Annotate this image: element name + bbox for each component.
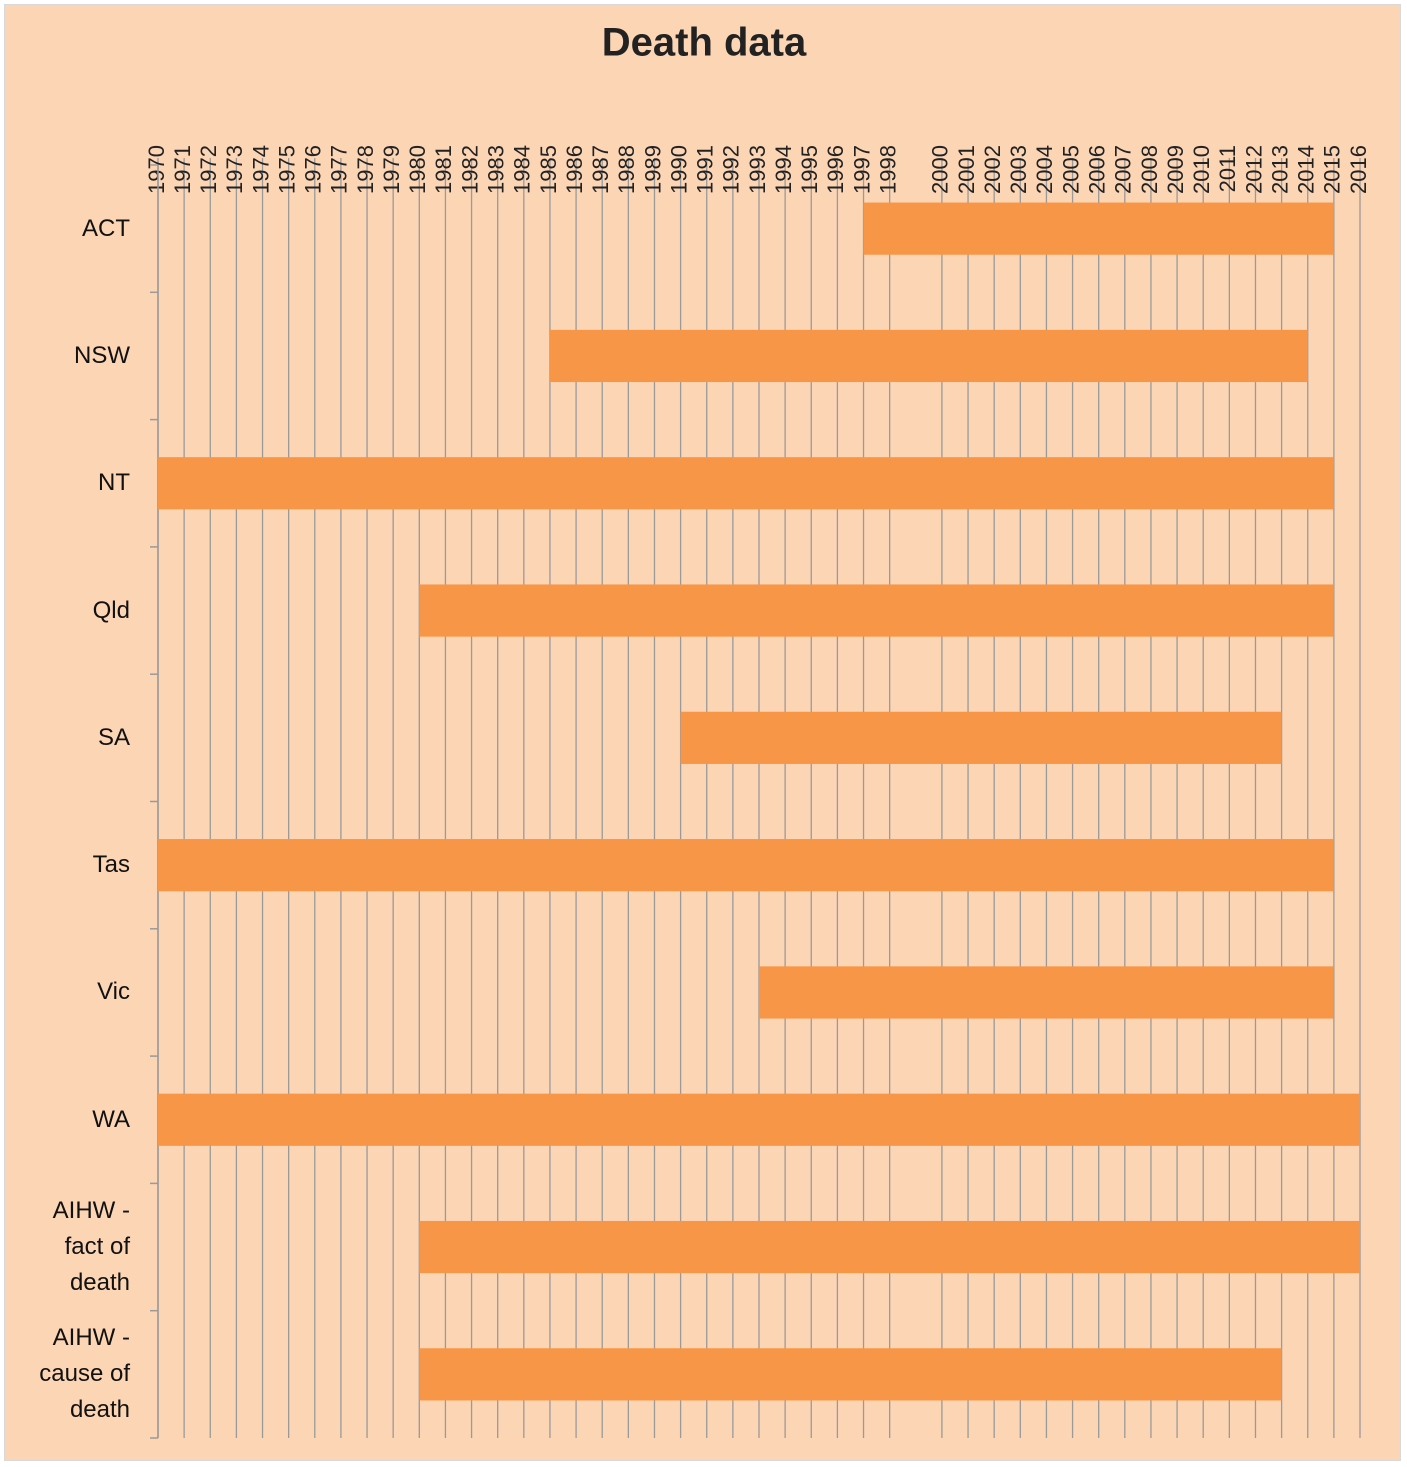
x-tick-label: 1988 [614,145,639,194]
x-tick-label: 1989 [640,145,665,194]
x-tick-label: 1985 [536,145,561,194]
x-tick-label: 1983 [484,145,509,194]
bar [863,202,1334,255]
bar [158,1093,1360,1146]
x-tick-label: 1987 [588,145,613,194]
y-tick-label: NSW [74,341,130,369]
x-tick-label: 2008 [1137,145,1162,194]
x-tick-label: 2012 [1241,145,1266,194]
x-tick-label: 1981 [431,145,456,194]
x-tick-label: 2003 [1006,145,1031,194]
x-tick-label: 1994 [771,145,796,194]
x-tick-label: 1992 [719,145,744,194]
x-tick-label: 1996 [823,145,848,194]
x-tick-label: 1971 [170,145,195,194]
x-tick-label: 2011 [1215,145,1240,192]
x-tick-label: 1986 [562,145,587,194]
y-tick-label: WA [92,1105,130,1133]
x-tick-label: 1980 [405,145,430,194]
x-tick-label: 2001 [954,145,979,194]
y-tick-label: AIHW - cause of death [39,1324,130,1424]
y-tick-label: Qld [92,596,130,624]
x-tick-label: 1976 [301,145,326,194]
y-tick-label: Tas [92,851,130,879]
x-tick-label: 1979 [379,145,404,194]
x-tick-label: 1984 [510,145,535,194]
bar [158,457,1334,510]
x-tick-label: 2002 [980,145,1005,194]
y-tick-label: SA [97,723,130,751]
x-tick-label: 1991 [693,145,718,194]
x-tick-label: 2015 [1320,145,1345,194]
bar [680,711,1282,764]
bar [549,329,1308,383]
x-tick-label: 1997 [849,145,874,194]
y-tick-label: ACT [82,214,130,242]
x-tick-label: 1972 [196,145,221,194]
x-tick-label: 1978 [353,145,378,194]
x-tick-label: 2006 [1085,145,1110,194]
x-tick-label: 1982 [457,145,482,194]
y-tick-label: NT [98,469,130,497]
x-tick-label: 2000 [928,145,953,194]
x-tick-label: 1970 [144,145,169,194]
x-tick-label: 2009 [1163,145,1188,194]
x-tick-label: 2010 [1189,145,1214,194]
x-tick-label: 1974 [248,145,273,194]
x-tick-label: 2007 [1111,145,1136,194]
x-tick-label: 2013 [1267,145,1292,194]
bar [759,966,1334,1019]
bar [419,1220,1361,1274]
x-tick-label: 1998 [875,145,900,194]
x-tick-label: 1977 [327,145,352,194]
x-tick-label: 2014 [1294,145,1319,194]
y-tick-label: AIHW - fact of death [52,1197,130,1297]
y-tick-label: Vic [97,978,130,1006]
x-tick-label: 2004 [1032,145,1057,194]
x-tick-label: 1993 [745,145,770,194]
x-tick-label: 1973 [222,145,247,194]
x-tick-label: 1975 [274,145,299,194]
bar [158,839,1334,892]
x-tick-label: 2005 [1058,145,1083,194]
x-tick-label: 1995 [797,145,822,194]
chart-title: Death data [602,21,807,65]
bar [419,1348,1282,1401]
bar [419,584,1334,637]
x-tick-label: 1990 [666,145,691,194]
x-tick-label: 2016 [1346,145,1371,194]
